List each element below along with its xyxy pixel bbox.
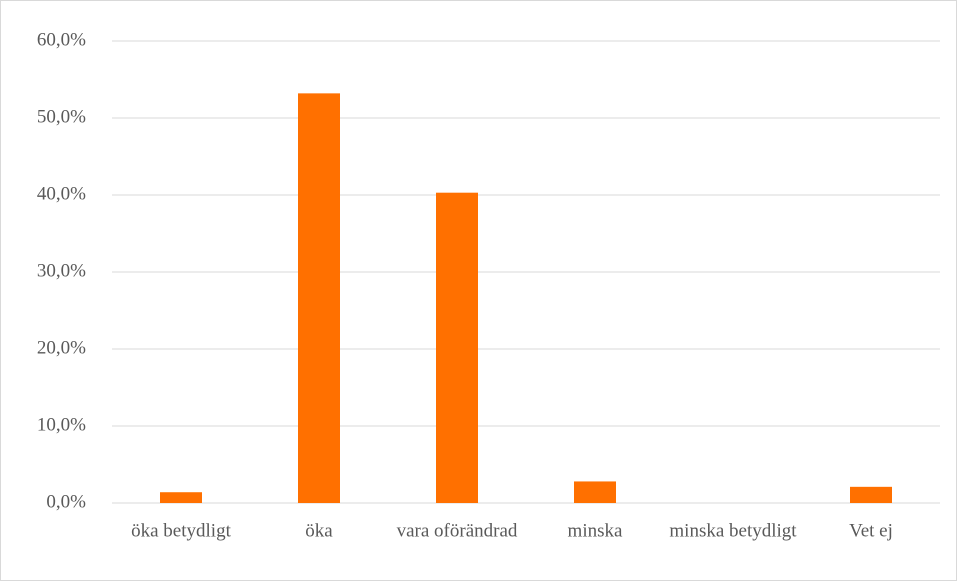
x-tick-label: minska: [568, 520, 623, 541]
x-tick-label: Vet ej: [849, 520, 893, 541]
x-tick-label: minska betydligt: [669, 520, 797, 541]
y-tick-label: 10,0%: [37, 414, 86, 435]
bar: [160, 492, 202, 503]
bar: [436, 192, 478, 503]
y-tick-label: 50,0%: [37, 106, 86, 127]
bar: [298, 93, 340, 504]
x-tick-label: öka: [305, 520, 333, 541]
y-tick-label: 20,0%: [37, 337, 86, 358]
x-tick-label: öka betydligt: [131, 520, 231, 541]
y-tick-label: 60,0%: [37, 29, 86, 50]
bar: [850, 486, 892, 503]
x-tick-label: vara oförändrad: [397, 520, 518, 541]
y-tick-label: 0,0%: [46, 491, 86, 512]
bar: [574, 481, 616, 503]
y-tick-label: 30,0%: [37, 260, 86, 281]
y-tick-label: 40,0%: [37, 183, 86, 204]
